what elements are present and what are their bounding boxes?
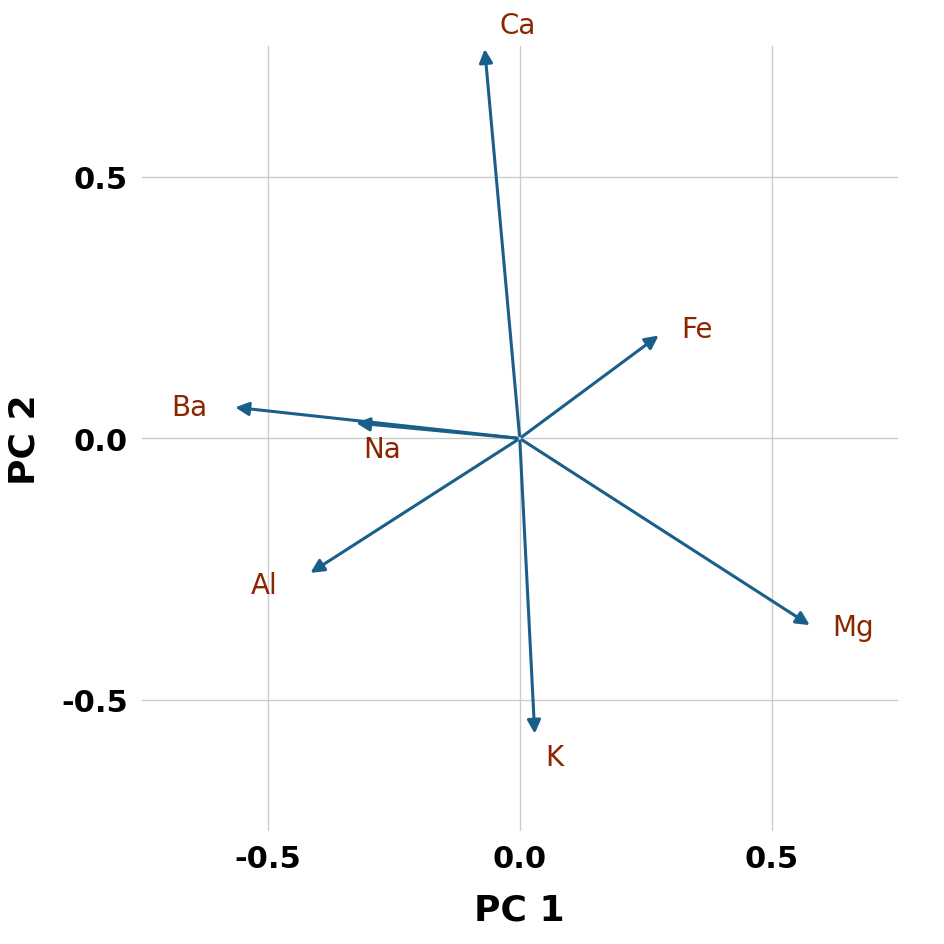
Text: K: K (545, 744, 563, 771)
Text: Ba: Ba (171, 394, 207, 422)
Text: Mg: Mg (832, 613, 873, 641)
Y-axis label: PC 2: PC 2 (8, 394, 42, 484)
X-axis label: PC 1: PC 1 (474, 893, 565, 927)
Text: Na: Na (363, 435, 401, 464)
Text: Al: Al (251, 571, 278, 599)
Text: Ca: Ca (499, 12, 535, 41)
Text: Fe: Fe (681, 315, 712, 344)
